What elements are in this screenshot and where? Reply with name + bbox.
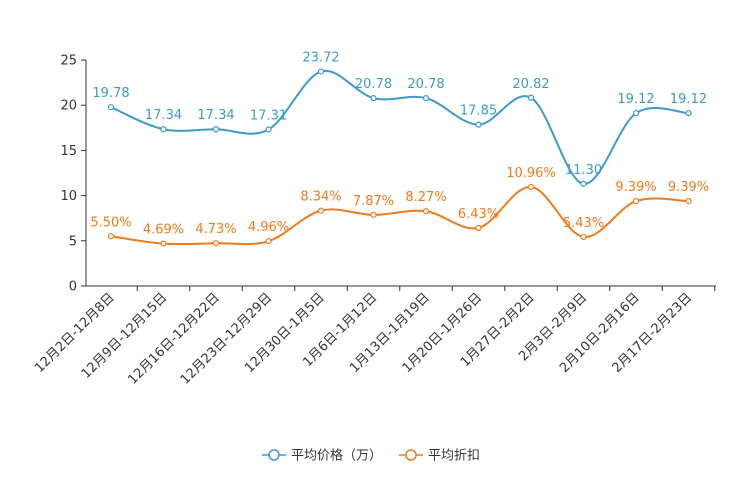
data-label: 20.78 bbox=[407, 77, 444, 92]
data-label: 10.96% bbox=[506, 166, 556, 181]
data-label: 5.50% bbox=[90, 215, 131, 230]
data-point bbox=[160, 126, 167, 133]
data-point bbox=[370, 211, 377, 218]
y-tick-label: 25 bbox=[60, 54, 77, 69]
data-label: 5.43% bbox=[563, 216, 604, 231]
data-point bbox=[475, 121, 482, 128]
data-point bbox=[422, 208, 430, 215]
data-point bbox=[632, 198, 640, 205]
y-tick-label: 5 bbox=[69, 234, 77, 249]
data-point bbox=[317, 68, 325, 75]
data-point bbox=[212, 126, 220, 133]
data-label: 9.39% bbox=[668, 180, 709, 195]
data-point bbox=[212, 240, 220, 247]
legend-marker-0 bbox=[268, 449, 280, 461]
data-point bbox=[265, 238, 272, 245]
data-point bbox=[527, 183, 535, 191]
data-label: 9.39% bbox=[615, 180, 656, 195]
data-label: 4.73% bbox=[195, 222, 236, 237]
data-label: 17.31 bbox=[250, 109, 287, 124]
data-point bbox=[422, 95, 430, 102]
data-point bbox=[475, 224, 482, 231]
data-point bbox=[370, 95, 377, 102]
x-tick-label: 12月16日-12月22日 bbox=[125, 290, 222, 387]
data-point bbox=[160, 240, 167, 247]
legend-label-0: 平均价格（万） bbox=[291, 448, 382, 464]
data-point bbox=[632, 110, 640, 117]
data-label: 11.30 bbox=[565, 163, 602, 178]
data-label: 8.27% bbox=[405, 190, 446, 205]
data-label: 17.34 bbox=[145, 108, 182, 123]
y-tick-label: 0 bbox=[69, 280, 77, 295]
data-label: 6.43% bbox=[458, 207, 499, 222]
y-tick-label: 20 bbox=[60, 99, 77, 114]
data-point bbox=[685, 198, 692, 205]
data-label: 23.72 bbox=[302, 51, 339, 66]
data-label: 4.69% bbox=[143, 223, 184, 238]
y-tick-label: 10 bbox=[60, 189, 77, 204]
x-tick-label: 12月23日-12月29日 bbox=[178, 290, 275, 387]
legend-label-1: 平均折扣 bbox=[428, 449, 480, 464]
data-point bbox=[107, 104, 115, 111]
data-label: 20.82 bbox=[512, 77, 549, 92]
data-point bbox=[317, 207, 325, 214]
data-label: 17.34 bbox=[197, 108, 234, 123]
data-label: 4.96% bbox=[248, 220, 289, 235]
data-point bbox=[685, 110, 692, 117]
data-label: 19.12 bbox=[617, 92, 654, 107]
data-label: 19.78 bbox=[92, 86, 129, 101]
data-point bbox=[580, 180, 587, 187]
data-point bbox=[107, 233, 115, 240]
legend-marker-1 bbox=[405, 449, 417, 461]
data-point bbox=[265, 126, 272, 133]
data-label: 8.34% bbox=[300, 190, 341, 205]
data-label: 19.12 bbox=[670, 92, 707, 107]
data-point bbox=[580, 233, 587, 241]
y-tick-label: 15 bbox=[60, 144, 77, 159]
data-label: 20.78 bbox=[355, 77, 392, 92]
data-point bbox=[527, 94, 535, 101]
data-label: 17.85 bbox=[460, 104, 497, 119]
data-label: 7.87% bbox=[353, 194, 394, 209]
